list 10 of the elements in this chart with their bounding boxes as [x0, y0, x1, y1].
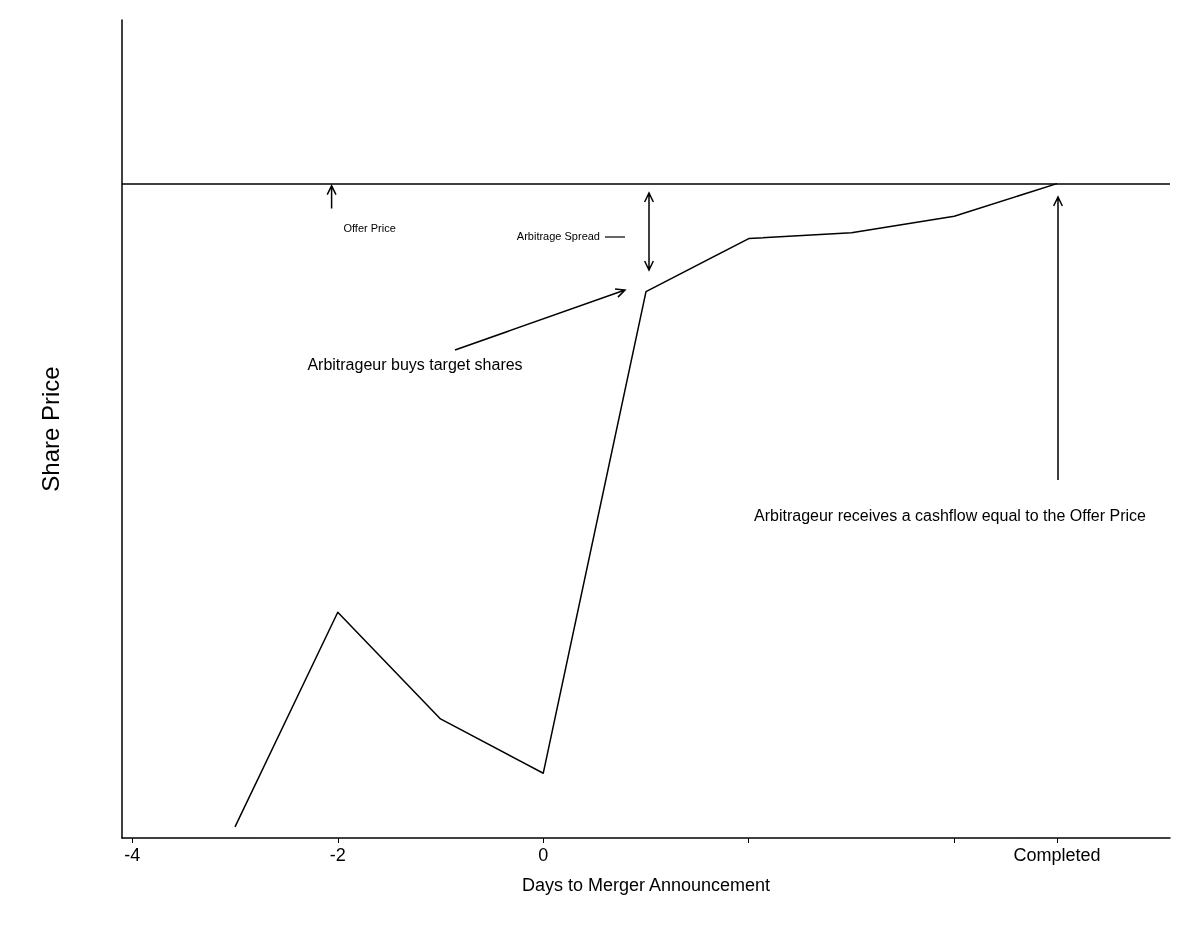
ref-line-label: Offer Price: [343, 221, 396, 234]
x-tick-label: -2: [329, 845, 346, 865]
x-tick-label: 0: [538, 845, 549, 865]
y-axis-title: Share Price: [36, 366, 64, 492]
annotation: Arbitrageur buys target shares: [307, 356, 523, 374]
x-axis-title: Days to Merger Announcement: [521, 875, 771, 895]
annotation: Arbitrageur receives a cashflow equal to the Offer Price: [754, 507, 1147, 525]
x-tick-label: Completed: [1013, 845, 1101, 865]
annotation: Arbitrage Spread: [516, 229, 600, 242]
x-tick-label: -4: [124, 845, 141, 865]
